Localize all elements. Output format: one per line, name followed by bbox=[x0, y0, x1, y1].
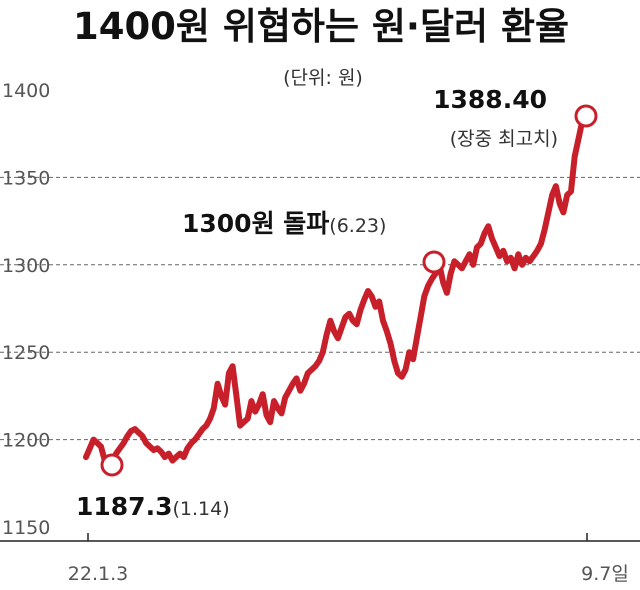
annotation-1300-label: 1300원 돌파 bbox=[182, 209, 329, 238]
chart-title: 1400원 위협하는 원·달러 환율 bbox=[73, 5, 569, 48]
annotation-1300-date: (6.23) bbox=[329, 215, 386, 237]
y-tick-label: 1350 bbox=[2, 167, 50, 189]
x-tick-label-start: 22.1.3 bbox=[68, 563, 128, 585]
y-axis-ticks: 1400 1350 1300 1250 1200 1150 bbox=[2, 80, 50, 539]
grid-lines bbox=[0, 176, 640, 441]
annotation-low-value: 1187.3 bbox=[76, 492, 172, 521]
y-tick-label: 1200 bbox=[2, 430, 50, 452]
annotation-high-note: (장중 최고치) bbox=[450, 128, 558, 150]
annotation-1300: 1300원 돌파(6.23) bbox=[182, 209, 386, 238]
exchange-rate-line bbox=[83, 107, 589, 469]
y-tick-label: 1150 bbox=[2, 517, 50, 539]
annotation-high-value: 1388.40 bbox=[433, 85, 547, 114]
x-tick-label-end: 9.7일 bbox=[581, 563, 629, 585]
marker-1300 bbox=[422, 250, 446, 274]
marker-high bbox=[574, 104, 598, 128]
y-tick-label: 1300 bbox=[2, 255, 50, 277]
unit-note: (단위: 원) bbox=[283, 67, 363, 89]
annotation-low: 1187.3(1.14) bbox=[76, 492, 230, 521]
marker-low bbox=[100, 453, 124, 477]
y-tick-label: 1250 bbox=[2, 342, 50, 364]
y-tick-label: 1400 bbox=[2, 80, 50, 102]
annotation-low-date: (1.14) bbox=[172, 498, 229, 520]
